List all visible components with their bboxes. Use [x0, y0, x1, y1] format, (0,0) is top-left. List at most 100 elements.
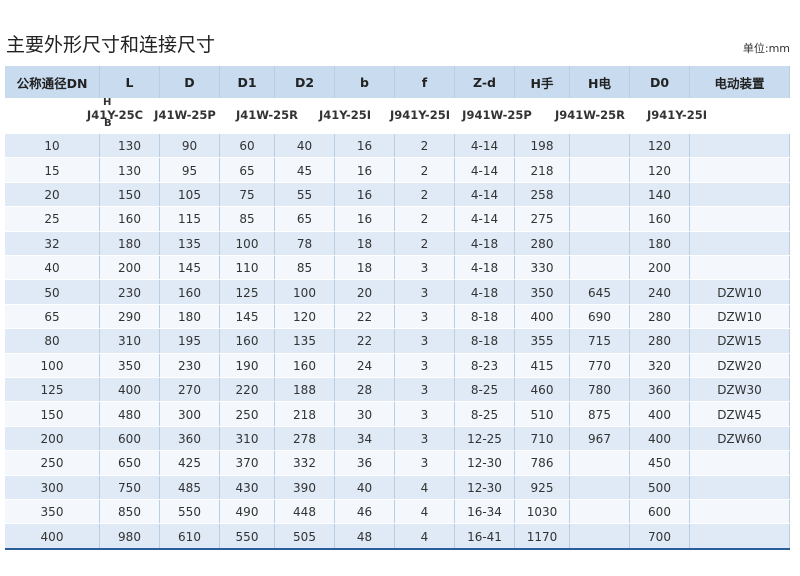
table-cell — [570, 475, 630, 500]
table-cell: 34 — [335, 426, 395, 452]
table-cell: 510 — [515, 402, 570, 427]
table-cell: 400 — [100, 378, 160, 403]
model-variant: H — [103, 97, 112, 108]
table-cell: 320 — [630, 353, 690, 378]
table-cell: 200 — [100, 256, 160, 281]
bottom-rule — [5, 547, 790, 550]
table-cell: 4 — [395, 500, 455, 525]
table-cell: 28 — [335, 378, 395, 403]
model-label: J41Y-25I — [319, 108, 371, 122]
table-cell: DZW45 — [690, 402, 790, 427]
model-label: J941W-25P — [462, 108, 532, 122]
table-cell: 16 — [335, 158, 395, 183]
column-header: H电 — [570, 66, 630, 98]
table-cell: 4 — [395, 524, 455, 549]
table-row: 200 600 360 310 278 34 3 12-25 710 967 400 DZW60 — [5, 425, 790, 452]
table-cell: 22 — [335, 329, 395, 354]
table-cell: 20 — [5, 182, 100, 208]
table-cell: 120 — [275, 304, 335, 330]
table-cell: 75 — [220, 182, 275, 208]
table-cell: 115 — [160, 207, 220, 232]
table-cell: 270 — [160, 378, 220, 403]
model-label: J41Y-25C — [86, 108, 144, 122]
title: 主要外形尺寸和连接尺寸 — [6, 34, 216, 56]
table-cell: DZW60 — [690, 426, 790, 452]
table-cell: DZW30 — [690, 378, 790, 403]
table-cell — [570, 158, 630, 183]
table-cell: 600 — [630, 500, 690, 525]
table-row: 250 650 425 370 332 36 3 12-30 786 450 — [5, 450, 790, 476]
table-cell: 4-14 — [455, 182, 515, 208]
table-cell: 16 — [335, 207, 395, 232]
model-variant: B — [104, 118, 112, 129]
table-cell: 8-18 — [455, 304, 515, 330]
table-cell: 550 — [220, 524, 275, 549]
table-cell: 4-18 — [455, 256, 515, 281]
table-cell: 370 — [220, 451, 275, 476]
table-cell: 150 — [5, 402, 100, 427]
table-cell: 400 — [515, 304, 570, 330]
table-cell: 135 — [160, 231, 220, 256]
table-cell: 400 — [5, 524, 100, 549]
column-header: D — [160, 66, 220, 98]
table-cell — [570, 231, 630, 256]
table-cell: 145 — [160, 256, 220, 281]
table-cell: 160 — [220, 329, 275, 354]
table-cell — [690, 207, 790, 232]
table-cell — [690, 475, 790, 500]
table-cell: 180 — [160, 304, 220, 330]
table-cell: 980 — [100, 524, 160, 549]
table-cell: 780 — [570, 378, 630, 403]
table-cell: 12-30 — [455, 475, 515, 500]
table-cell: 160 — [100, 207, 160, 232]
table-cell: 200 — [630, 256, 690, 281]
table-cell: 22 — [335, 304, 395, 330]
column-header: D0 — [630, 66, 690, 98]
table-row: 65 290 180 145 120 22 3 8-18 400 690 280 DZW10 — [5, 303, 790, 330]
table-cell: 200 — [5, 426, 100, 452]
table-cell: 505 — [275, 524, 335, 549]
table-cell: 710 — [515, 426, 570, 452]
table-cell: 16 — [335, 182, 395, 208]
column-header: H手 — [515, 66, 570, 98]
table-cell: 65 — [220, 158, 275, 183]
table-cell: 85 — [275, 256, 335, 281]
table-cell: 18 — [335, 231, 395, 256]
table-cell: 3 — [395, 304, 455, 330]
table-cell: 650 — [100, 451, 160, 476]
table-cell: 770 — [570, 353, 630, 378]
table-cell: 332 — [275, 451, 335, 476]
table-cell: 355 — [515, 329, 570, 354]
model-label: J941Y-25I — [390, 108, 450, 122]
table-row: 80 310 195 160 135 22 3 8-18 355 715 280 DZW15 — [5, 328, 790, 354]
table-cell: 280 — [630, 329, 690, 354]
table-cell: 25 — [5, 207, 100, 232]
table-cell: 310 — [220, 426, 275, 452]
column-header: 电动装置 — [690, 66, 790, 98]
table-cell: 60 — [220, 134, 275, 159]
table-cell: 786 — [515, 451, 570, 476]
table-cell: 218 — [275, 402, 335, 427]
table-cell: 20 — [335, 280, 395, 305]
table-cell: 4-14 — [455, 158, 515, 183]
table-cell: 110 — [220, 256, 275, 281]
table-cell: 390 — [275, 475, 335, 500]
table-cell: 610 — [160, 524, 220, 549]
table-cell: 16 — [335, 134, 395, 159]
table-cell: 250 — [220, 402, 275, 427]
table-cell — [690, 182, 790, 208]
table-cell: 4 — [395, 475, 455, 500]
table-cell: 65 — [275, 207, 335, 232]
table-cell: 40 — [5, 256, 100, 281]
table-cell: 40 — [275, 134, 335, 159]
table-cell: 100 — [275, 280, 335, 305]
table-cell: 448 — [275, 500, 335, 525]
table-row: 350 850 550 490 448 46 4 16-34 1030 600 — [5, 499, 790, 525]
table-cell: 450 — [630, 451, 690, 476]
table-cell: 250 — [5, 451, 100, 476]
table-cell: 15 — [5, 158, 100, 183]
table-cell: 100 — [5, 353, 100, 378]
table-cell: 36 — [335, 451, 395, 476]
table-cell: 875 — [570, 402, 630, 427]
column-header: b — [335, 66, 395, 98]
